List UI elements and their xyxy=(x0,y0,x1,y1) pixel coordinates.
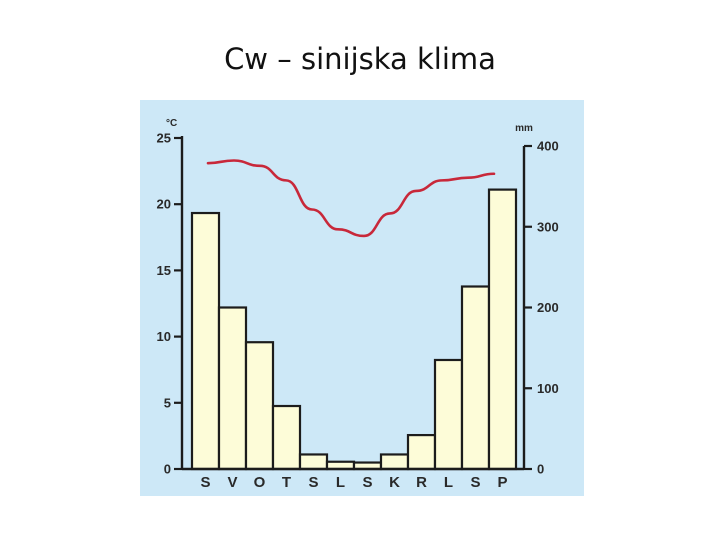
precipitation-bar xyxy=(271,404,302,471)
right-tick-label: 300 xyxy=(537,219,559,234)
temperature-line xyxy=(206,159,496,238)
right-axis-unit: mm xyxy=(515,123,533,134)
month-label: S xyxy=(362,474,372,491)
month-label: T xyxy=(282,474,291,491)
right-tick-label: 400 xyxy=(537,139,559,154)
left-tick-label: 20 xyxy=(157,197,171,212)
precipitation-bar xyxy=(217,306,248,471)
month-label: R xyxy=(416,474,427,491)
right-tick-label: 0 xyxy=(537,462,544,477)
right-tick-label: 100 xyxy=(537,381,559,396)
month-label: K xyxy=(389,474,400,491)
right-tick-label: 200 xyxy=(537,300,559,315)
month-label: L xyxy=(444,474,453,491)
left-tick-label: 5 xyxy=(164,395,171,410)
left-axis-unit: °C xyxy=(166,118,177,129)
month-label: P xyxy=(497,474,507,491)
precipitation-bar xyxy=(244,341,275,471)
month-label: O xyxy=(254,474,266,491)
left-tick-label: 15 xyxy=(157,263,171,278)
left-tick-label: 0 xyxy=(164,462,171,477)
right-axis-ticks: 0 100 200 300 400 xyxy=(524,139,559,477)
month-label: S xyxy=(200,474,210,491)
month-label: V xyxy=(227,474,237,491)
precipitation-bar xyxy=(406,433,437,471)
month-label: S xyxy=(470,474,480,491)
left-tick-label: 10 xyxy=(157,329,171,344)
precipitation-bar xyxy=(433,358,464,471)
left-tick-label: 25 xyxy=(157,131,171,146)
precipitation-bar xyxy=(190,211,221,471)
month-label: L xyxy=(336,474,345,491)
month-label: S xyxy=(308,474,318,491)
precipitation-bar xyxy=(298,453,329,471)
left-axis-ticks: 0 5 10 15 20 25 xyxy=(157,131,182,477)
slide-title: Cw – sinijska klima xyxy=(224,42,496,76)
precipitation-bar xyxy=(460,285,491,471)
precipitation-bar xyxy=(379,453,410,471)
precipitation-bar xyxy=(487,188,518,471)
precipitation-bars xyxy=(190,188,518,471)
